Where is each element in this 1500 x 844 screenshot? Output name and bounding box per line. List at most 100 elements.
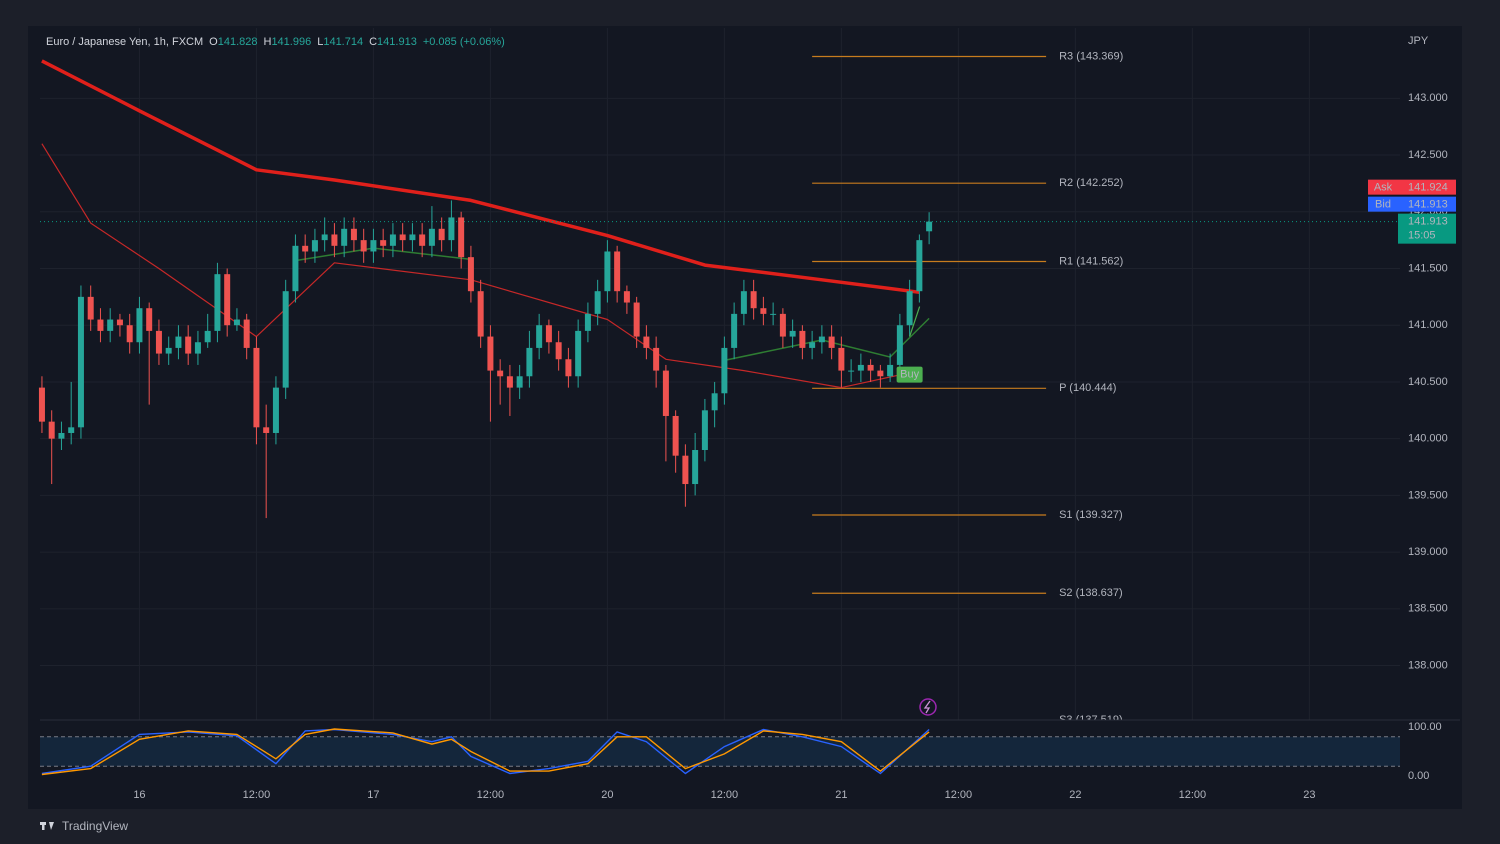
currency: JPY [1408,35,1429,47]
candle-body [146,308,153,331]
candle-body [214,274,221,331]
candle-body [799,330,806,348]
candle-body [857,364,864,371]
price-tag-value: 141.913 [1408,199,1448,211]
c-key: C [369,36,377,48]
y-tick-label: 142.500 [1408,149,1448,161]
candle-body [789,330,796,337]
alert-icon [919,698,937,716]
candle-body [58,432,65,439]
price-tag-key-box [1368,196,1398,212]
y-tick-label: 141.500 [1408,262,1448,274]
candle-body [877,370,884,377]
candle-body [380,240,387,246]
x-tick-label: 23 [1303,789,1315,801]
c-value: 141.913 [377,36,417,48]
candle-body [341,228,348,246]
candle-body [87,296,94,320]
candle-body [818,336,825,343]
l-value: 141.714 [323,36,363,48]
candle-body [292,245,299,292]
x-tick-label: 12:00 [477,789,505,801]
candle-body [477,291,484,337]
candle-body [896,325,903,365]
candle-body [848,370,855,372]
candle-body [692,450,699,485]
y-tick-label: 140.000 [1408,433,1448,445]
candle-body [428,228,435,246]
x-tick-label: 12:00 [945,789,973,801]
x-tick-label: 21 [835,789,847,801]
countdown: 15:05 [1408,230,1436,242]
candle-body [302,245,309,252]
x-tick-label: 22 [1069,789,1081,801]
pivot-label: R2 (142.252) [1059,177,1123,189]
oscillator-band [40,736,1400,767]
change: +0.085 (+0.06%) [423,36,505,48]
price-tag-key-box [1368,179,1398,195]
candle-body [701,410,708,451]
candle-body [838,347,845,371]
candle-body [506,376,513,388]
candle-body [545,325,552,343]
candle-body [97,319,104,331]
y-tick-label: 139.000 [1408,546,1448,558]
alert-bolt [923,700,931,714]
candle-body [809,342,816,348]
candle-body [760,308,767,314]
o-value: 141.828 [218,36,258,48]
candle-body [38,387,45,422]
candle-body [565,359,572,377]
candle-body [575,330,582,377]
candle-body [282,291,289,388]
candle-body [906,291,913,326]
candle-body [614,251,621,292]
candle-body [750,291,757,309]
candle-body [68,427,75,433]
last-price-value: 141.913 [1408,216,1448,228]
candle-body [555,342,562,360]
plot: 143.000142.500142.000141.500141.000140.5… [38,28,1460,801]
candle-body [155,330,162,354]
candle-body [662,370,669,416]
candle-body [536,325,543,348]
candle-body [272,387,279,433]
candle-body [48,421,55,439]
y-tick-label: 138.000 [1408,659,1448,671]
candle-body [623,291,630,303]
candle-body [711,393,718,411]
candle-body [731,313,738,348]
h-key: H [263,36,271,48]
l-key: L [317,36,323,48]
candle-body [360,240,367,252]
candle-body [643,336,650,348]
x-tick-label: 12:00 [1179,789,1207,801]
candle-body [399,234,406,241]
candle-body [458,217,465,258]
y-tick-label: 141.000 [1408,319,1448,331]
candle-body [594,291,601,314]
brand-logo [40,822,54,830]
oscillator-line [41,728,930,776]
candle-body [77,296,84,428]
last-price-box [1398,213,1456,244]
price-tag-box [1398,196,1456,212]
moving-average [41,59,920,295]
candle-body [633,302,640,337]
x-tick-label: 12:00 [243,789,271,801]
candle-body [253,347,260,428]
candle-body [487,336,494,371]
candle-body [224,274,231,326]
legend-header: Euro / Japanese Yen, 1h, FXCM O141.828 H14… [46,36,505,48]
candle-body [107,319,114,331]
h-value: 141.996 [271,36,311,48]
y-tick-label: 138.500 [1408,603,1448,615]
candle-body [721,347,728,394]
candle-body [770,313,777,315]
candle-body [331,234,338,246]
candle-body [867,364,874,371]
o-key: O [209,36,218,48]
candle-body [389,234,396,246]
candle-body [828,336,835,348]
